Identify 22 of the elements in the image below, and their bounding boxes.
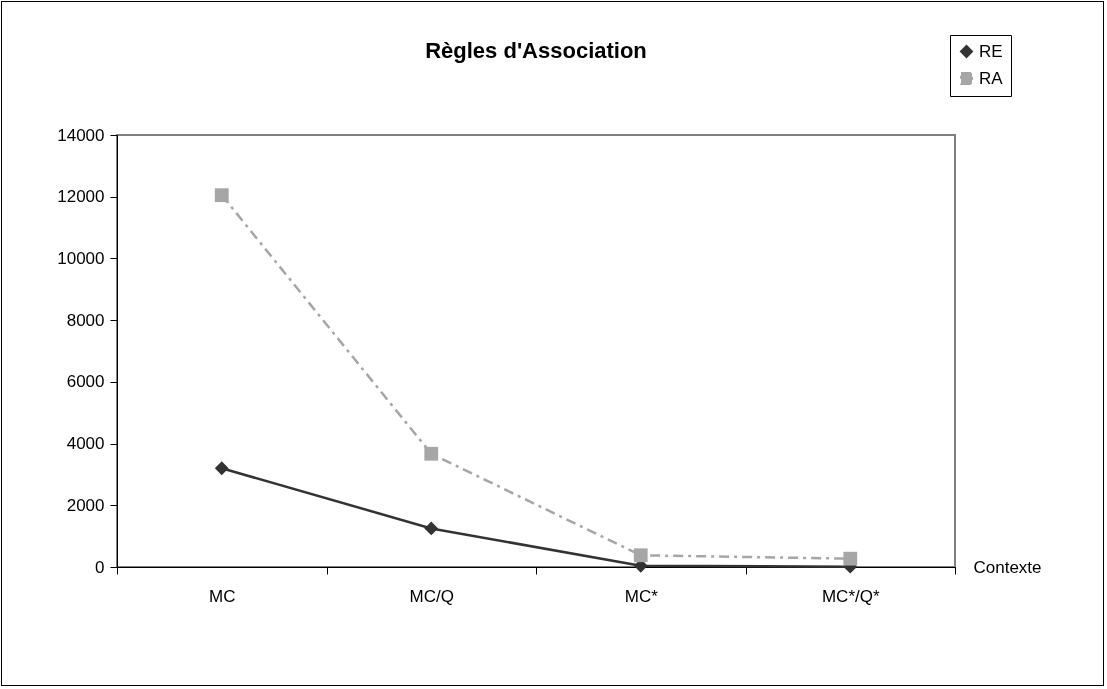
y-tick-label: 12000 bbox=[57, 187, 105, 207]
point bbox=[424, 446, 439, 461]
y-tick-label: 14000 bbox=[57, 125, 105, 145]
y-tick-label: 2000 bbox=[66, 495, 105, 515]
x-tick-label: MC*/Q* bbox=[821, 586, 880, 606]
chart-title: Règles d'Association bbox=[425, 37, 647, 63]
legend-label: RE bbox=[979, 41, 1003, 61]
y-tick-label: 0 bbox=[95, 557, 105, 577]
point bbox=[843, 551, 858, 566]
point bbox=[214, 188, 229, 203]
x-axis-title: Contexte bbox=[973, 557, 1042, 577]
y-tick-label: 10000 bbox=[57, 248, 105, 268]
x-tick-label: MC* bbox=[624, 586, 659, 606]
x-tick-label: MC/Q bbox=[409, 586, 454, 606]
y-tick-label: 8000 bbox=[66, 310, 105, 330]
point bbox=[214, 461, 229, 476]
y-tick-label: 6000 bbox=[66, 372, 105, 392]
legend-label: RA bbox=[979, 68, 1004, 88]
x-tick-label: MC bbox=[209, 586, 236, 606]
point bbox=[424, 521, 439, 536]
y-tick-label: 4000 bbox=[66, 434, 105, 454]
point bbox=[633, 548, 648, 563]
